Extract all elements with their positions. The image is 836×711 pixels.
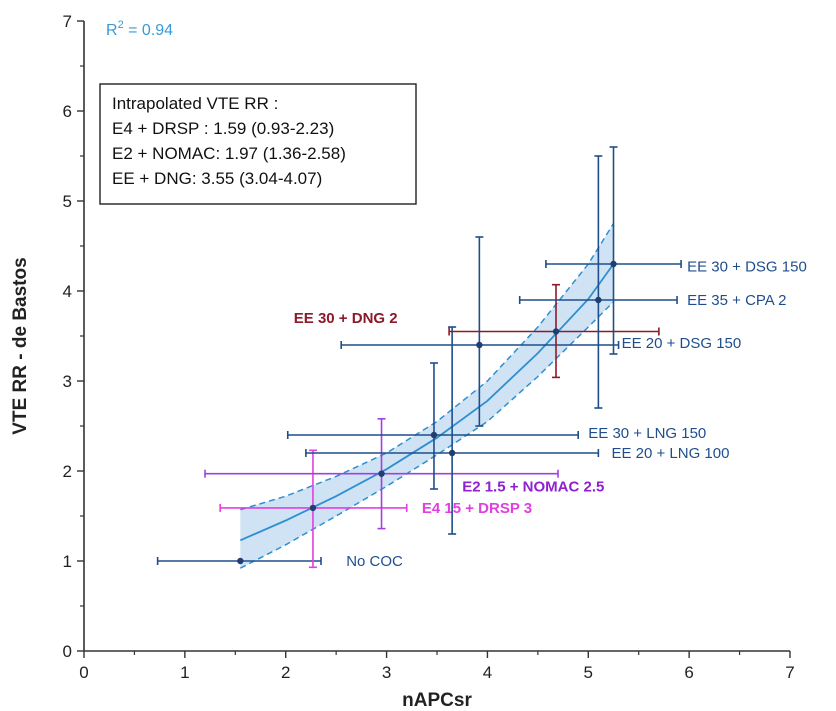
x-axis-title: nAPCsr — [402, 690, 472, 711]
x-tick-label: 5 — [584, 663, 593, 682]
data-point — [378, 470, 385, 477]
x-tick-label: 6 — [684, 663, 693, 682]
data-point — [309, 504, 317, 512]
r-squared-superscript: 2 — [118, 19, 124, 31]
y-tick-label: 1 — [63, 552, 72, 571]
r-squared-value: = 0.94 — [124, 22, 173, 39]
r-squared-prefix: R — [106, 22, 118, 39]
annotation-line: E4 + DRSP : 1.59 (0.93-2.23) — [112, 119, 334, 138]
y-tick-label: 2 — [63, 462, 72, 481]
point-label: EE 30 + LNG 150 — [588, 425, 706, 442]
x-tick-label: 1 — [180, 663, 189, 682]
x-tick-label: 0 — [79, 663, 88, 682]
data-point — [476, 341, 483, 349]
y-tick-label: 4 — [63, 282, 72, 301]
point-label: EE 20 + DSG 150 — [622, 335, 742, 352]
data-point — [610, 260, 617, 268]
data-point — [552, 328, 560, 335]
x-tick-label: 3 — [382, 663, 391, 682]
ci-upper-line — [240, 223, 615, 511]
y-tick-label: 3 — [63, 372, 72, 391]
point-label: No COC — [346, 553, 403, 570]
annotation-box — [99, 83, 417, 205]
x-tick-label: 2 — [281, 663, 290, 682]
y-axis-title: VTE RR - de Bastos — [10, 257, 31, 434]
y-tick-label: 6 — [63, 102, 72, 121]
r-squared-label: R2 = 0.94 — [106, 19, 173, 39]
data-point — [430, 431, 438, 439]
point-label: EE 30 + DSG 150 — [687, 259, 807, 276]
y-tick-label: 7 — [63, 12, 72, 31]
data-point — [448, 449, 456, 457]
x-tick-label: 4 — [483, 663, 492, 682]
annotation-line: E2 + NOMAC: 1.97 (1.36-2.58) — [112, 144, 346, 163]
annotation-line: Intrapolated VTE RR : — [112, 94, 278, 113]
y-tick-label: 0 — [63, 642, 72, 661]
point-label: E2 1.5 + NOMAC 2.5 — [462, 478, 604, 495]
data-point — [237, 557, 244, 565]
x-tick-label: 7 — [785, 663, 794, 682]
confidence-band — [240, 223, 614, 569]
y-tick-label: 5 — [63, 192, 72, 211]
annotation-line: EE + DNG: 3.55 (3.04-4.07) — [112, 169, 322, 188]
point-label: EE 30 + DNG 2 — [294, 310, 398, 327]
point-label: EE 20 + LNG 100 — [611, 445, 729, 462]
fit-curve — [239, 263, 615, 542]
ci-lower-line — [239, 301, 615, 569]
data-point — [595, 296, 602, 304]
point-label: E4 15 + DRSP 3 — [422, 500, 532, 517]
point-label: EE 35 + CPA 2 — [687, 292, 786, 309]
